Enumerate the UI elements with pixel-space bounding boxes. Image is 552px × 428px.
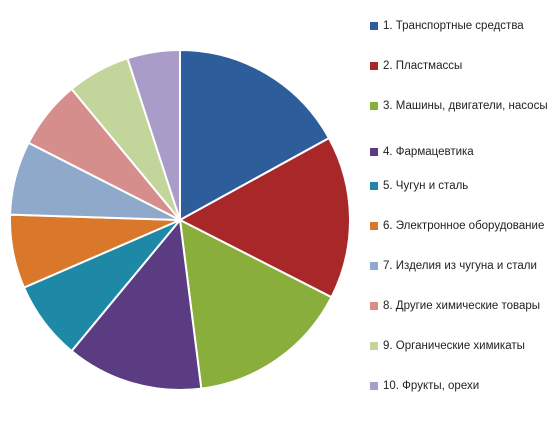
legend-label-7: 7. Изделия из чугуна и стали [383,260,537,272]
legend-swatch-6 [370,222,378,230]
legend-label-2: 2. Пластмассы [383,60,463,72]
legend-swatch-5 [370,182,378,190]
legend-label-3: 3. Машины, двигатели, насосы [383,100,548,112]
pie-slice-4 [70,217,203,392]
legend-swatch-1 [370,22,378,30]
legend-label-6: 6. Электронное оборудование [383,220,545,232]
legend-label-1: 1. Транспортные средства [383,20,524,32]
legend-swatch-2 [370,62,378,70]
legend-label-10: 10. Фрукты, орехи [383,380,480,392]
pie-slice-10 [126,48,181,221]
legend-label-4: 4. Фармацевтика [383,146,474,158]
legend-label-8: 8. Другие химические товары [383,300,541,312]
legend-swatch-8 [370,302,378,310]
legend-swatch-3 [370,102,378,110]
pie-slice-1 [179,48,331,222]
legend-swatch-10 [370,382,378,390]
legend-label-5: 5. Чугун и сталь [383,180,469,192]
pie-slice-2 [177,136,351,299]
legend-swatch-9 [370,342,378,350]
legend-label-9: 9. Органические химикаты [383,340,525,352]
legend-swatch-4 [370,148,378,156]
legend-swatch-7 [370,262,378,270]
pie-slice-3 [178,218,333,390]
